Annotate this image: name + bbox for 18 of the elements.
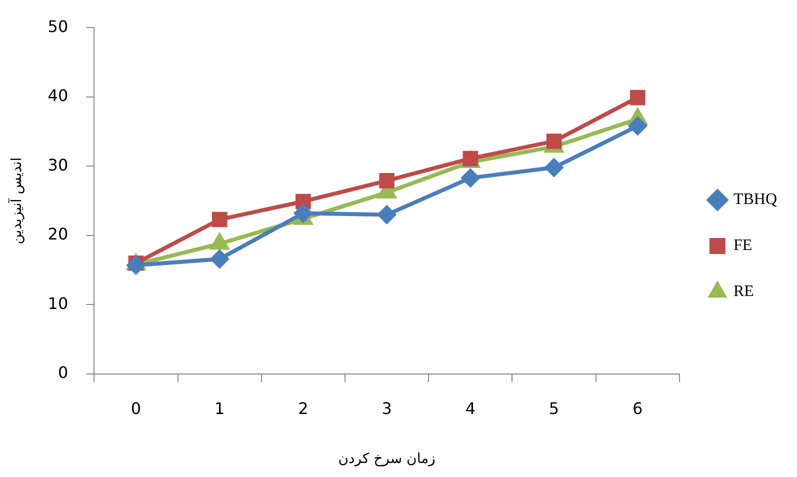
- y-tick-label: 30: [48, 155, 68, 174]
- legend-label: RE: [733, 283, 754, 300]
- y-tick-label: 40: [48, 86, 68, 106]
- x-tick-label: 2: [298, 398, 308, 418]
- x-tick-label: 6: [632, 398, 643, 418]
- legend-label: FE: [733, 237, 752, 254]
- legend-label: TBHQ: [733, 191, 778, 208]
- y-tick-label: 0: [58, 363, 68, 382]
- x-tick-label: 0: [130, 398, 142, 418]
- x-tick-label: 5: [548, 398, 560, 418]
- x-tick-label: 3: [382, 398, 392, 418]
- y-tick-label: 10: [48, 294, 68, 313]
- x-tick-label: 1: [214, 398, 225, 418]
- x-tick-label: 4: [465, 398, 476, 418]
- y-tick-label: 20: [48, 224, 68, 244]
- y-axis-title: اندیس آنیزیدین: [7, 157, 26, 244]
- x-axis-title: زمان سرخ کردن: [338, 451, 436, 468]
- y-tick-label: 50: [48, 16, 68, 36]
